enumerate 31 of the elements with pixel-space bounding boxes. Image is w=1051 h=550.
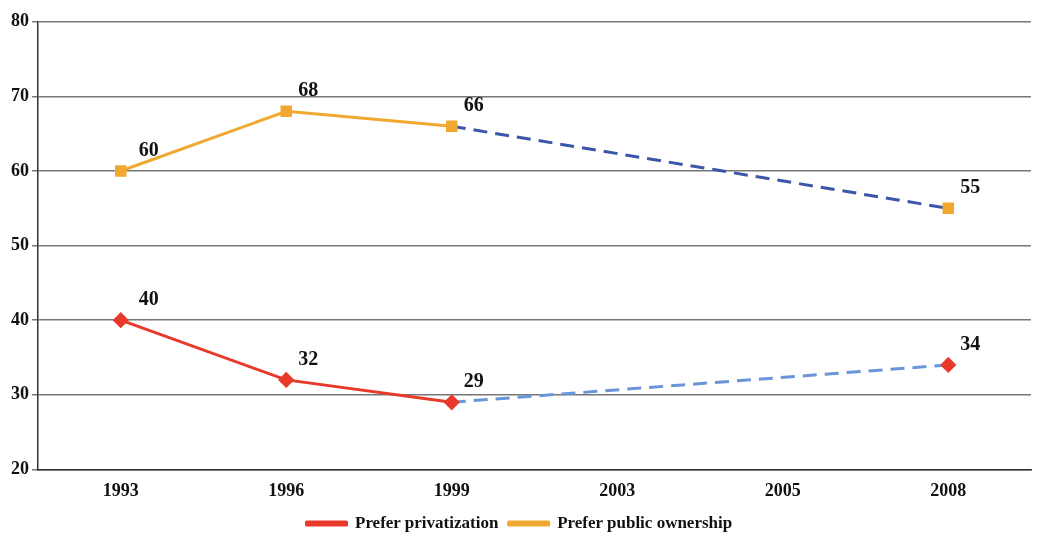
legend-label: Prefer public ownership bbox=[557, 512, 733, 532]
data-label: 40 bbox=[138, 287, 159, 310]
y-tick-label: 30 bbox=[11, 383, 29, 404]
y-tick-label: 20 bbox=[11, 458, 29, 479]
y-tick-label: 50 bbox=[11, 234, 29, 255]
data-label: 60 bbox=[138, 138, 159, 161]
point bbox=[115, 165, 127, 177]
y-tick-label: 70 bbox=[11, 85, 29, 106]
x-tick-label: 2008 bbox=[930, 479, 967, 500]
point bbox=[278, 372, 294, 388]
data-label: 66 bbox=[463, 93, 484, 116]
point bbox=[280, 105, 292, 118]
data-label: 55 bbox=[960, 175, 981, 198]
point bbox=[113, 312, 129, 328]
y-tick-label: 40 bbox=[11, 308, 29, 329]
x-tick-label: 1996 bbox=[268, 479, 305, 500]
x-tick-label: 2003 bbox=[599, 479, 636, 500]
point bbox=[444, 394, 460, 410]
data-label: 29 bbox=[463, 369, 484, 392]
x-tick-label: 1999 bbox=[433, 479, 470, 500]
y-tick-label: 60 bbox=[11, 159, 29, 180]
point bbox=[942, 202, 954, 215]
point bbox=[940, 357, 956, 373]
x-tick-label: 2005 bbox=[764, 479, 801, 500]
data-label: 34 bbox=[960, 332, 981, 355]
data-label: 68 bbox=[298, 78, 319, 101]
x-tick-label: 1993 bbox=[102, 479, 139, 500]
data-label: 32 bbox=[298, 347, 319, 370]
point bbox=[446, 120, 458, 132]
legend-label: Prefer privatization bbox=[355, 512, 499, 532]
y-tick-label: 80 bbox=[11, 10, 29, 31]
